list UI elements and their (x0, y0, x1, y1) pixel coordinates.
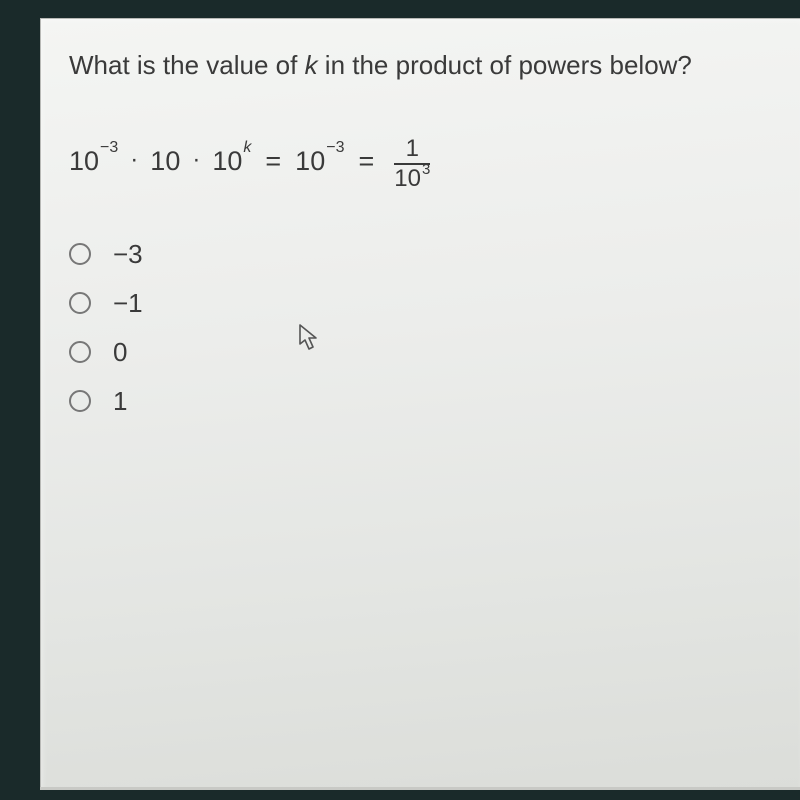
question-suffix: in the product of powers below? (318, 50, 692, 80)
bottom-divider (40, 787, 800, 790)
option-c[interactable]: 0 (69, 337, 772, 368)
exp-rhs1: −3 (326, 140, 344, 156)
den-base: 10 (394, 167, 421, 191)
option-label: −3 (113, 239, 143, 270)
term-3: 10k (212, 148, 251, 175)
option-label: −1 (113, 288, 143, 319)
term-2: 10 (150, 148, 180, 175)
equation: 10−3 · 10 · 10k = 10−3 = 1 103 (69, 135, 772, 189)
exp-1: −3 (100, 140, 118, 156)
option-label: 0 (113, 337, 143, 368)
exp-k: k (243, 140, 251, 156)
den-exp: 3 (422, 162, 430, 177)
question-text: What is the value of k in the product of… (69, 49, 772, 83)
dot-1: · (130, 148, 138, 172)
base-1: 10 (69, 148, 99, 175)
fraction: 1 103 (394, 137, 430, 191)
option-a[interactable]: −3 (69, 239, 772, 270)
term-1: 10−3 (69, 148, 118, 175)
radio-icon (69, 341, 91, 363)
dot-2: · (192, 148, 200, 172)
fraction-numerator: 1 (400, 137, 425, 163)
equals-1: = (265, 148, 281, 175)
base-rhs1: 10 (295, 148, 325, 175)
question-variable: k (305, 50, 318, 80)
equals-2: = (358, 148, 374, 175)
term-rhs1: 10−3 (295, 148, 344, 175)
option-b[interactable]: −1 (69, 288, 772, 319)
radio-icon (69, 243, 91, 265)
question-card: What is the value of k in the product of… (40, 18, 800, 790)
radio-icon (69, 390, 91, 412)
radio-icon (69, 292, 91, 314)
fraction-denominator: 103 (394, 165, 430, 191)
option-label: 1 (113, 386, 143, 417)
option-d[interactable]: 1 (69, 386, 772, 417)
base-2: 10 (150, 148, 180, 175)
options-group: −3 −1 0 1 (69, 239, 772, 417)
question-prefix: What is the value of (69, 50, 305, 80)
base-3: 10 (212, 148, 242, 175)
